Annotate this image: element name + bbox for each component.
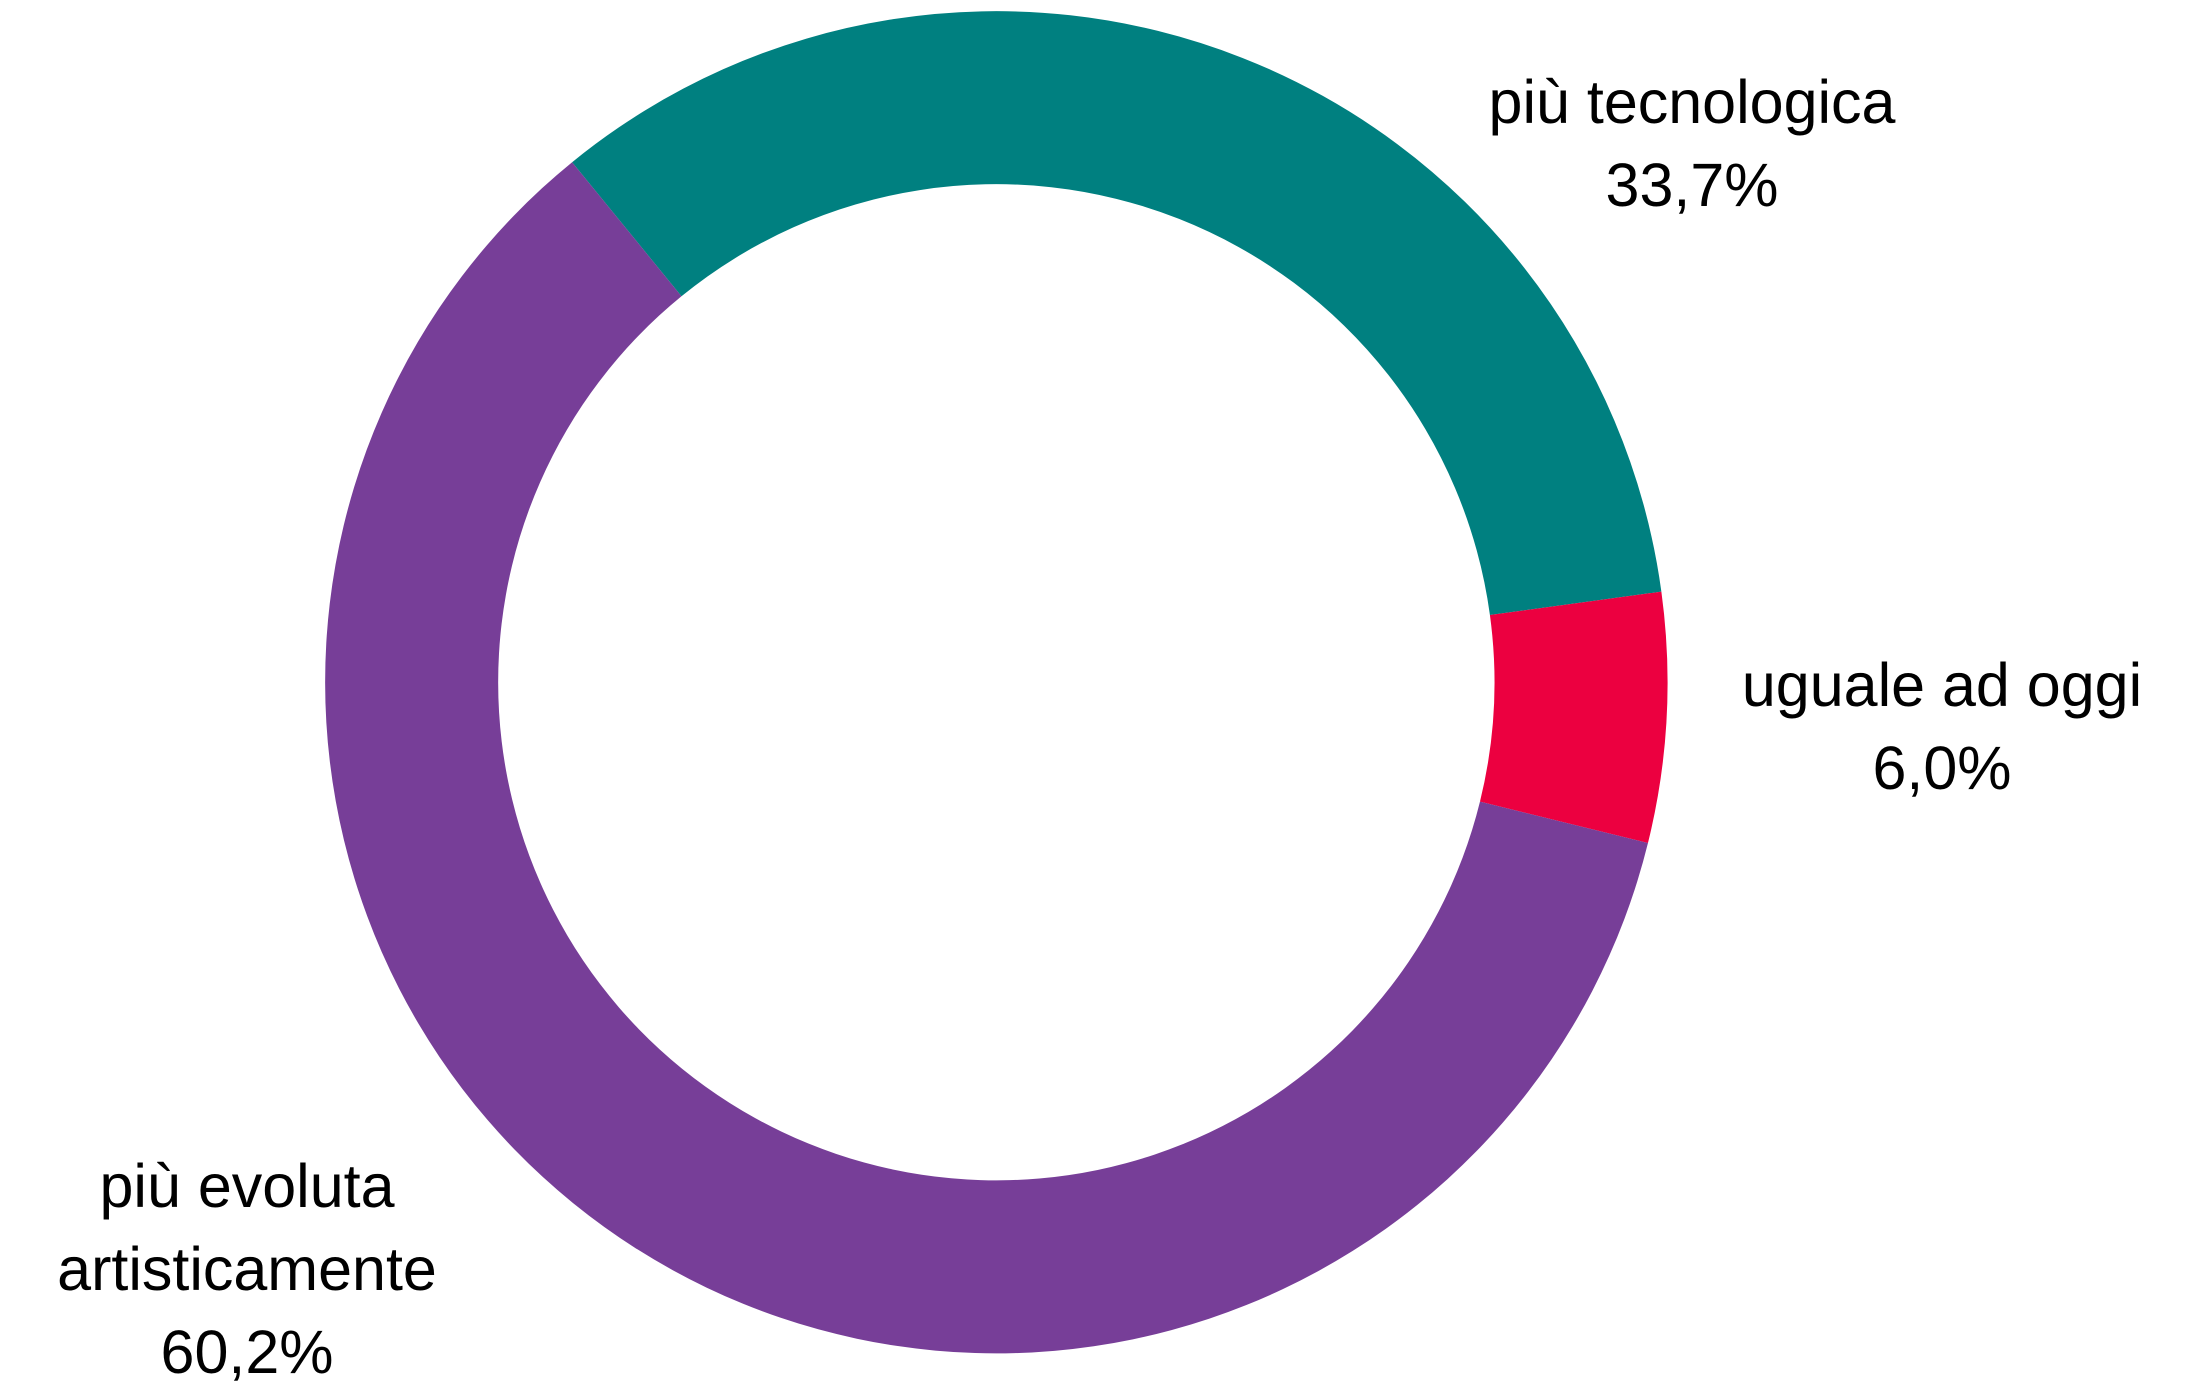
- category-name: più evoluta artisticamente: [57, 1152, 437, 1303]
- category-name: più tecnologica: [1488, 68, 1896, 136]
- segment-label: più evoluta artisticamente 60,2%: [20, 1145, 475, 1394]
- segment-label: uguale ad oggi 6,0%: [1742, 644, 2142, 810]
- value-label: 60,2%: [160, 1318, 334, 1386]
- value-label: 33,7%: [1605, 151, 1779, 219]
- donut-segment: [1479, 591, 1668, 844]
- donut-segment: [325, 162, 1648, 1354]
- value-label: 6,0%: [1872, 734, 2012, 802]
- donut-segment: [572, 11, 1662, 616]
- segment-label: più tecnologica 33,7%: [1489, 61, 1896, 227]
- category-name: uguale ad oggi: [1741, 651, 2143, 719]
